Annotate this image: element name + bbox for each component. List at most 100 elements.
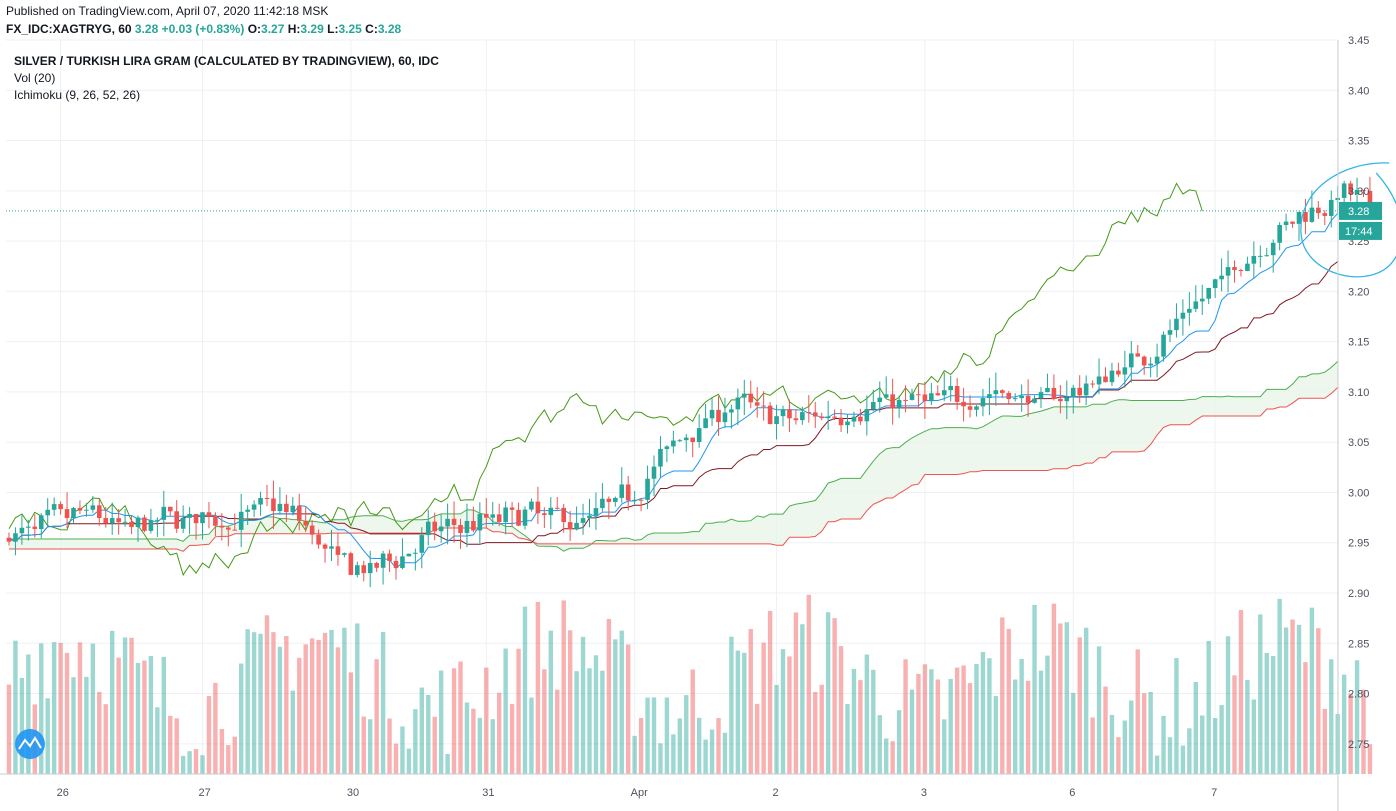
candle-body	[309, 525, 315, 535]
volume-bar	[1019, 658, 1024, 774]
candle-body	[1367, 190, 1373, 211]
volume-bar	[1277, 598, 1282, 774]
candle-body	[97, 505, 102, 519]
high-label: H:	[287, 22, 301, 36]
volume-bar	[1180, 745, 1186, 774]
legend-ichimoku[interactable]: Ichimoku (9, 26, 52, 26)	[14, 88, 141, 102]
volume-bar	[226, 745, 231, 774]
candle-body	[51, 504, 57, 510]
candle-body	[393, 560, 399, 568]
volume-bar	[555, 689, 560, 774]
candle-body	[400, 556, 405, 568]
volume-bar	[929, 669, 934, 774]
y-tick-label: 3.10	[1348, 387, 1369, 399]
annotation-path	[1300, 162, 1396, 278]
candle-body	[471, 520, 476, 531]
candle-body	[1199, 298, 1205, 302]
volume-bar	[1200, 715, 1205, 774]
volume-bar	[1142, 693, 1147, 774]
candle-body	[1129, 353, 1134, 368]
volume-bar	[626, 644, 631, 774]
volume-bar	[19, 677, 25, 774]
symbol[interactable]: FX_IDC:XAGTRYG, 60	[6, 22, 132, 36]
volume-bar	[916, 673, 921, 774]
candle-body	[922, 394, 928, 402]
ohlc-line: FX_IDC:XAGTRYG, 60 3.28 +0.03 (+0.83%) O…	[6, 22, 401, 36]
candle-body	[1058, 398, 1063, 402]
x-tick-label: 27	[199, 787, 211, 799]
volume-bar	[77, 642, 83, 774]
volume-bar	[948, 678, 953, 774]
volume-bar	[755, 703, 760, 774]
candle-body	[1316, 207, 1321, 214]
volume-bar	[406, 748, 412, 774]
candle-body	[355, 565, 360, 575]
senkou-span-b	[9, 387, 1339, 552]
candle-body	[838, 417, 844, 426]
volume-bar	[322, 632, 328, 774]
candle-body	[883, 394, 889, 398]
volume-bar	[909, 689, 915, 774]
volume-bar	[1025, 680, 1031, 774]
candle-body	[374, 562, 379, 568]
volume-bar	[13, 640, 18, 774]
candle-body	[432, 521, 437, 532]
candle-body	[948, 386, 953, 391]
volume-bar	[1122, 720, 1128, 774]
volume-bar	[380, 631, 386, 774]
chart-title[interactable]: SILVER / TURKISH LIRA GRAM (CALCULATED B…	[14, 54, 439, 68]
candle-body	[1006, 392, 1012, 400]
candle-body	[348, 553, 354, 575]
candle-body	[696, 428, 702, 442]
candle-body	[1122, 367, 1128, 375]
circle-annotation[interactable]	[1300, 162, 1396, 278]
volume-bar	[342, 627, 347, 774]
candle-body	[45, 509, 50, 516]
candle-body	[77, 508, 83, 511]
volume-bar	[987, 658, 992, 774]
legend-vol[interactable]: Vol (20)	[14, 71, 56, 85]
volume-bar	[1206, 640, 1211, 774]
volume-bar	[961, 665, 966, 774]
candle-body	[116, 518, 121, 523]
candle-body	[71, 508, 76, 518]
candle-body	[380, 553, 386, 568]
candle-body	[1264, 255, 1270, 257]
volume-bar	[593, 655, 599, 774]
volume-bar	[974, 663, 979, 774]
change-value: +0.03 (+0.83%)	[161, 22, 245, 36]
volume-bar	[458, 661, 463, 774]
volume-bar	[1283, 627, 1289, 774]
volume-bar	[393, 743, 399, 774]
candle-body	[342, 553, 347, 555]
candle-body	[496, 514, 502, 522]
volume-bar	[677, 718, 682, 774]
volume-bar	[729, 636, 734, 774]
volume-bar	[361, 716, 366, 774]
volume-bar	[696, 717, 702, 774]
y-tick-label: 3.40	[1348, 85, 1369, 97]
volume-bar	[200, 755, 205, 774]
volume-bar	[413, 709, 418, 774]
volume-bar	[1258, 614, 1263, 774]
candle-body	[122, 521, 128, 523]
volume-bar	[1219, 705, 1224, 774]
volume-bar	[258, 633, 263, 774]
candle-body	[503, 507, 508, 522]
low-value: 3.25	[338, 22, 362, 36]
volume-bar	[239, 663, 244, 774]
candle-body	[1038, 392, 1044, 399]
volume-bar	[1038, 670, 1044, 774]
y-tick-label: 2.85	[1348, 638, 1369, 650]
candle-body	[709, 409, 715, 419]
volume-bar	[348, 672, 354, 774]
candle-body	[135, 517, 141, 528]
volume-bar	[1341, 674, 1347, 774]
volume-bar	[277, 646, 283, 774]
candle-body	[1322, 213, 1328, 216]
candle-body	[961, 401, 966, 407]
volume-bar	[871, 669, 876, 774]
candle-body	[174, 511, 179, 529]
volume-bar	[838, 646, 844, 774]
